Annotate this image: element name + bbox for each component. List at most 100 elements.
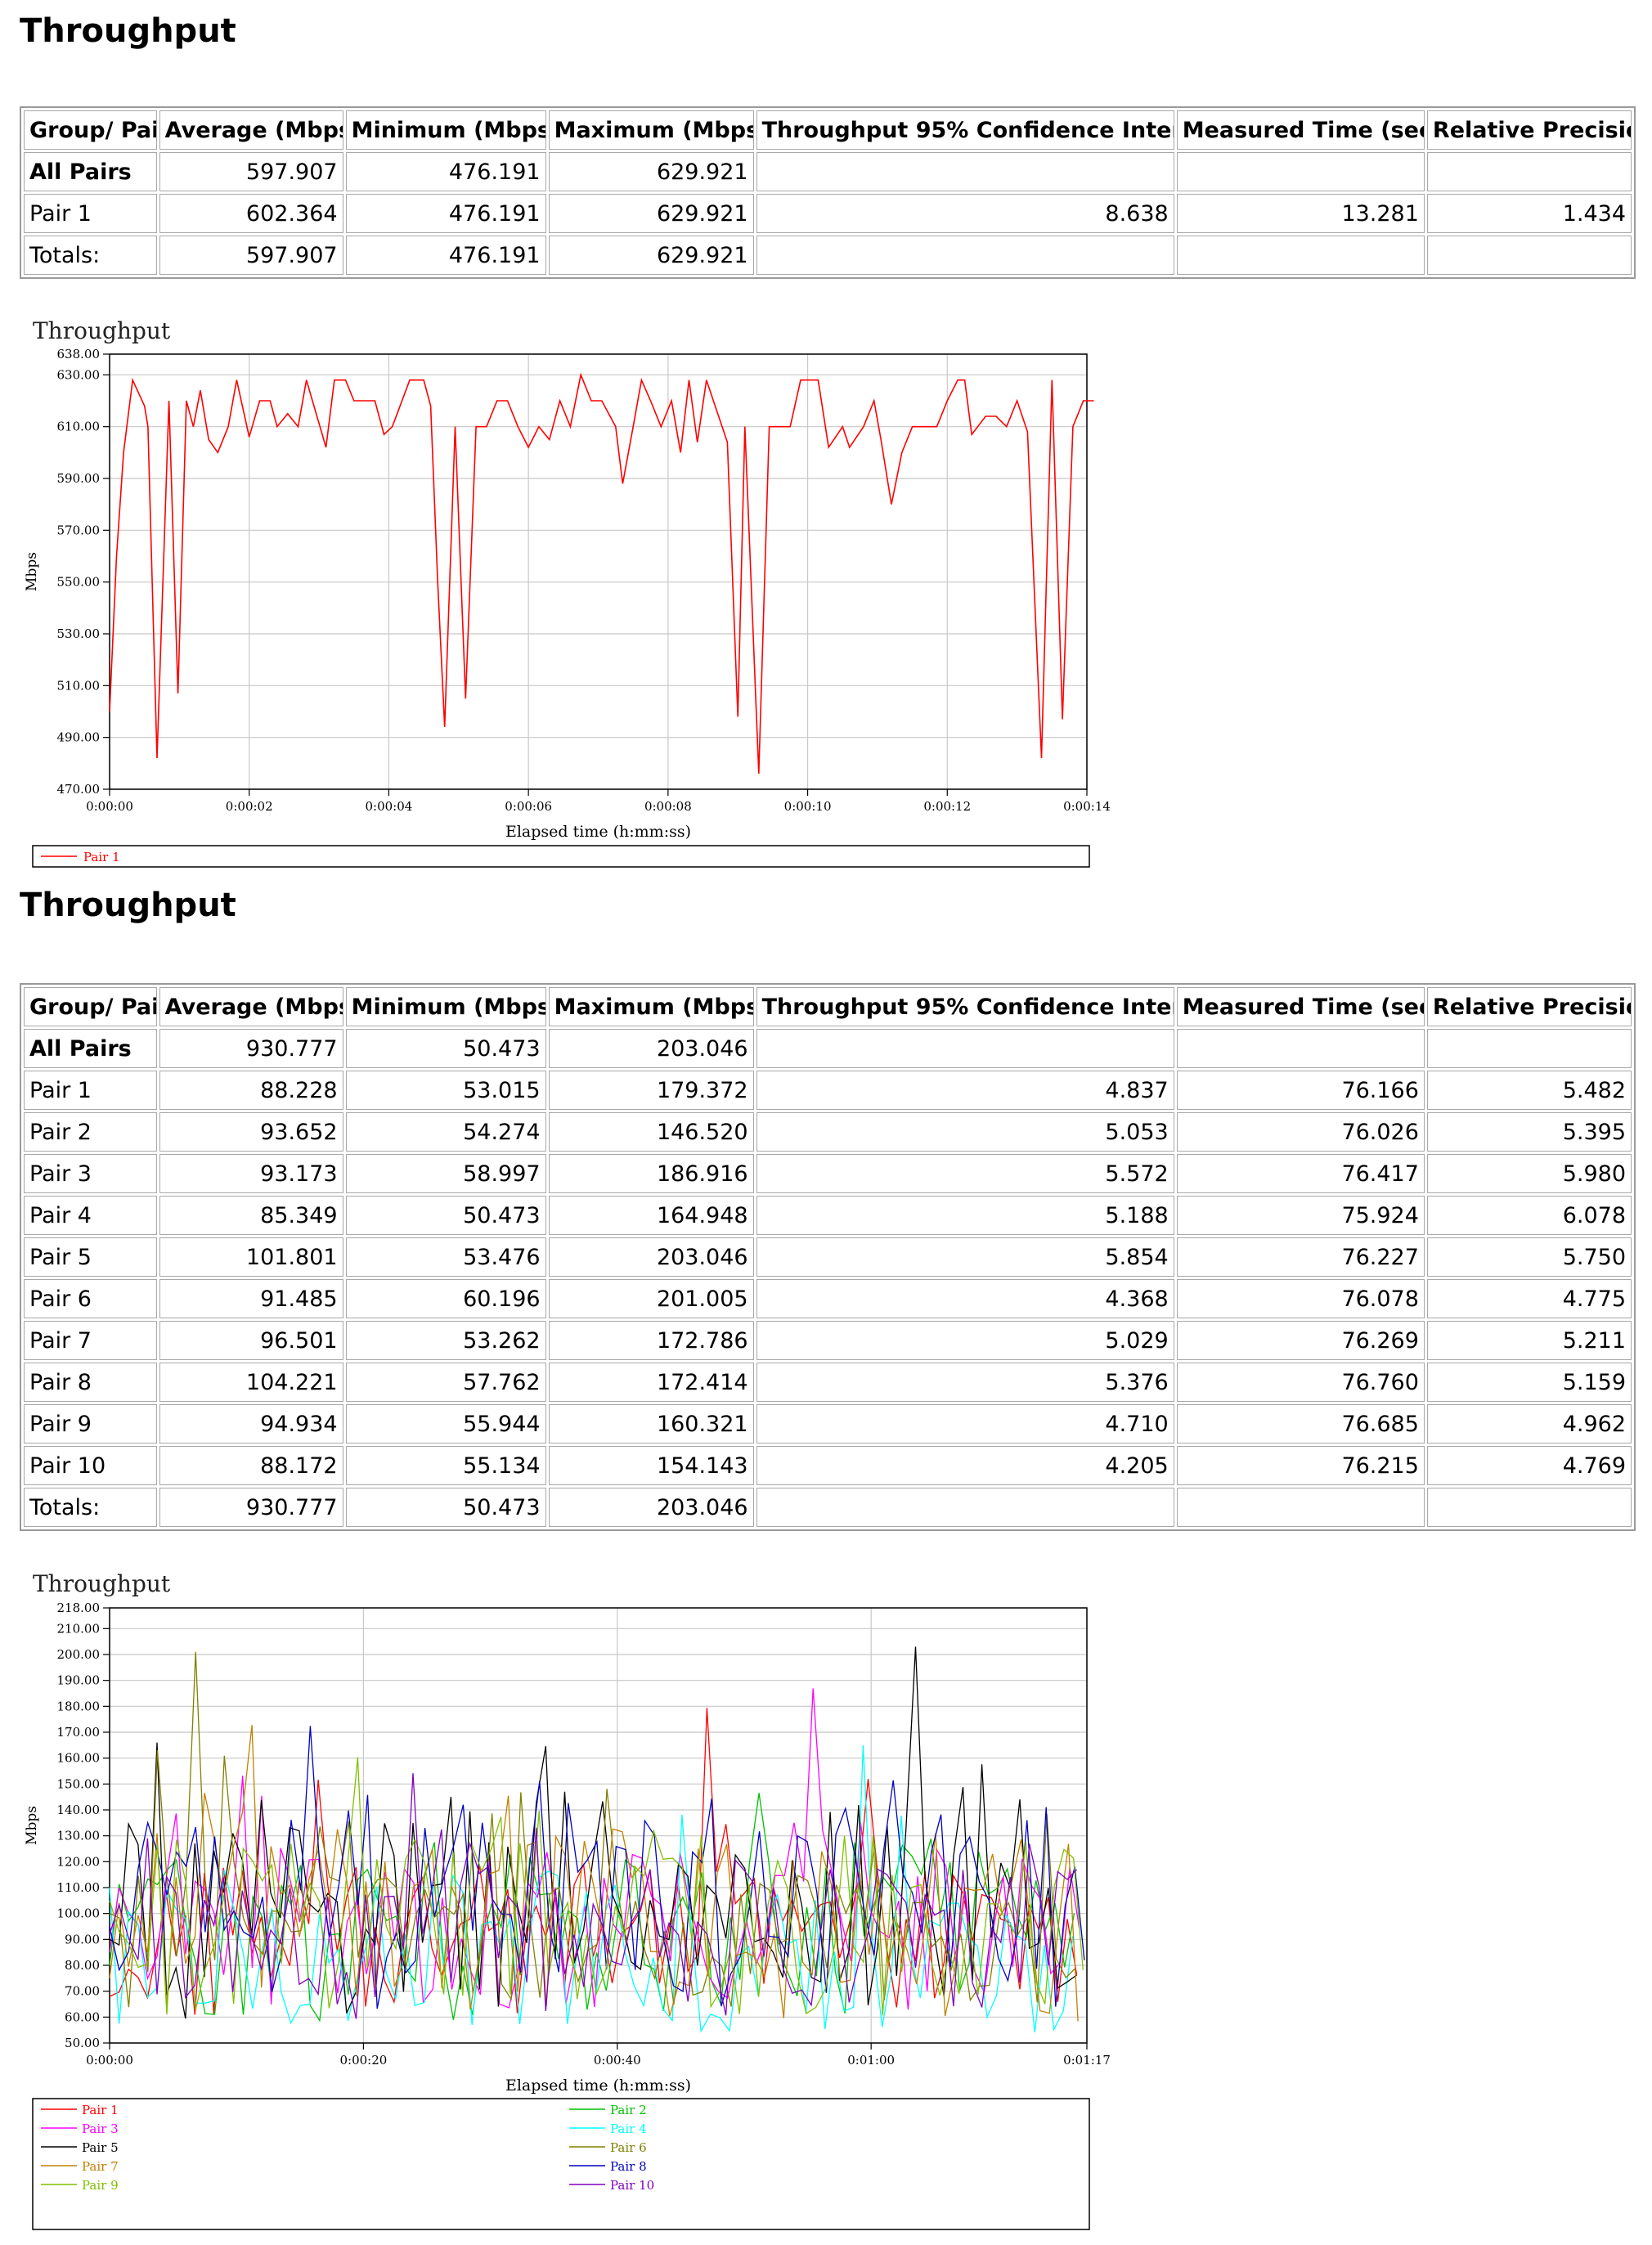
table-row: Pair 3 93.173 58.997 186.916 5.572 76.417 5.98…: [24, 1154, 1632, 1193]
table-cell: [1176, 1488, 1425, 1527]
legend-label-pair-4: Pair 4: [610, 2122, 647, 2136]
table-cell: 91.485: [159, 1279, 343, 1318]
table-cell: 5.395: [1426, 1112, 1632, 1152]
table-row: All Pairs 597.907 476.191 629.921: [24, 152, 1632, 191]
table-cell: 602.364: [159, 194, 343, 233]
x-tick-label: 0:00:14: [1063, 799, 1111, 814]
table-cell: 5.482: [1426, 1071, 1632, 1110]
table-cell: 104.221: [159, 1363, 343, 1402]
table-cell: 8.638: [756, 194, 1174, 233]
table-cell: 203.046: [548, 1488, 754, 1527]
y-tick-label: 50.00: [65, 2036, 100, 2050]
column-header: Maximum (Mbps): [548, 987, 754, 1026]
table-cell: 85.349: [159, 1196, 343, 1235]
x-tick-label: 0:00:04: [366, 799, 413, 814]
table-cell: [756, 236, 1174, 275]
y-tick-label: 60.00: [65, 2009, 100, 2024]
table-cell: [1176, 1029, 1425, 1068]
table-cell: 1.434: [1426, 194, 1632, 233]
x-tick-label: 0:01:00: [847, 2053, 895, 2068]
series-line-pair-9: [109, 1757, 1084, 2016]
table-cell: 629.921: [548, 194, 754, 233]
legend-label-pair-5: Pair 5: [82, 2140, 119, 2155]
row-label-cell: Pair 7: [24, 1321, 157, 1360]
table-row: Totals: 597.907 476.191 629.921: [24, 236, 1632, 275]
row-label-cell: Pair 1: [24, 1071, 157, 1110]
chart-title: Throughput: [33, 317, 171, 344]
row-label-cell: Pair 4: [24, 1196, 157, 1235]
table-cell: [1176, 236, 1425, 275]
section-2-heading: Throughput: [20, 887, 236, 924]
legend-label-pair-6: Pair 6: [610, 2140, 647, 2155]
table-cell: 76.227: [1176, 1237, 1425, 1277]
table-cell: 76.166: [1176, 1071, 1425, 1110]
y-tick-label: 110.00: [57, 1880, 101, 1895]
table-cell: 55.944: [345, 1404, 546, 1444]
row-label-cell: Pair 9: [24, 1404, 157, 1444]
y-tick-label: 510.00: [57, 678, 101, 693]
row-label-cell: Totals:: [24, 236, 157, 275]
series-line-pair-5: [109, 1646, 1077, 2019]
table-cell: 88.172: [159, 1446, 343, 1485]
table-cell: 76.215: [1176, 1446, 1425, 1485]
table-cell: 6.078: [1426, 1196, 1632, 1235]
table-header-row: Group/ Pair Average (Mbps) Minimum (Mbps) M…: [24, 987, 1632, 1026]
table-cell: [1426, 236, 1632, 275]
legend-box: [32, 2098, 1090, 2230]
table-cell: 930.777: [159, 1029, 343, 1068]
legend-label-pair-10: Pair 10: [610, 2178, 654, 2193]
column-header: Group/ Pair: [24, 110, 157, 150]
table-cell: 4.775: [1426, 1279, 1632, 1318]
table-cell: 4.205: [756, 1446, 1174, 1485]
table-cell: 93.652: [159, 1112, 343, 1152]
table-row: Pair 2 93.652 54.274 146.520 5.053 76.026 5.39…: [24, 1112, 1632, 1152]
table-cell: 4.368: [756, 1279, 1174, 1318]
series-line-pair-3: [109, 1688, 1080, 2010]
row-label-cell: All Pairs: [24, 1029, 157, 1068]
table-cell: 476.191: [345, 152, 546, 191]
column-header: Average (Mbps): [159, 110, 343, 150]
y-tick-label: 530.00: [57, 626, 101, 641]
table-cell: 13.281: [1176, 194, 1425, 233]
table-cell: 53.476: [345, 1237, 546, 1277]
y-tick-label: 190.00: [57, 1673, 101, 1688]
y-axis-label: Mbps: [24, 1806, 40, 1845]
y-tick-label: 610.00: [57, 420, 101, 434]
table-cell: 203.046: [548, 1237, 754, 1277]
table-cell: 76.685: [1176, 1404, 1425, 1444]
table-cell: 172.786: [548, 1321, 754, 1360]
table-cell: 179.372: [548, 1071, 754, 1110]
chart-title: Throughput: [33, 1570, 171, 1597]
table-cell: [756, 152, 1174, 191]
row-label-cell: Pair 10: [24, 1446, 157, 1485]
table-cell: 4.710: [756, 1404, 1174, 1444]
table-cell: 5.159: [1426, 1363, 1632, 1402]
legend-label-pair-9: Pair 9: [82, 2178, 119, 2193]
table-cell: 53.262: [345, 1321, 546, 1360]
table-cell: 164.948: [548, 1196, 754, 1235]
x-tick-label: 0:00:00: [86, 799, 133, 814]
table-cell: [1426, 152, 1632, 191]
table-header-row: Group/ Pair Average (Mbps) Minimum (Mbps) M…: [24, 110, 1632, 150]
table-cell: 88.228: [159, 1071, 343, 1110]
y-tick-label: 210.00: [57, 1621, 101, 1636]
y-tick-label: 150.00: [57, 1776, 101, 1791]
y-tick-label: 490.00: [57, 730, 101, 745]
table-cell: 172.414: [548, 1363, 754, 1402]
table-cell: 58.997: [345, 1154, 546, 1193]
y-tick-label: 80.00: [65, 1958, 100, 1973]
table-cell: 476.191: [345, 194, 546, 233]
table-row: Pair 1 602.364 476.191 629.921 8.638 13.281 1.…: [24, 194, 1632, 233]
table-cell: 50.473: [345, 1488, 546, 1527]
table-row: Pair 7 96.501 53.262 172.786 5.029 76.269 5.21…: [24, 1321, 1632, 1360]
table-cell: 76.417: [1176, 1154, 1425, 1193]
x-axis-label: Elapsed time (h:mm:ss): [505, 823, 691, 841]
table-cell: 186.916: [548, 1154, 754, 1193]
table-cell: 93.173: [159, 1154, 343, 1193]
table-cell: 5.572: [756, 1154, 1174, 1193]
row-label-cell: Pair 5: [24, 1237, 157, 1277]
table-cell: 154.143: [548, 1446, 754, 1485]
table-cell: 76.269: [1176, 1321, 1425, 1360]
table-cell: 5.750: [1426, 1237, 1632, 1277]
table-cell: [756, 1029, 1174, 1068]
